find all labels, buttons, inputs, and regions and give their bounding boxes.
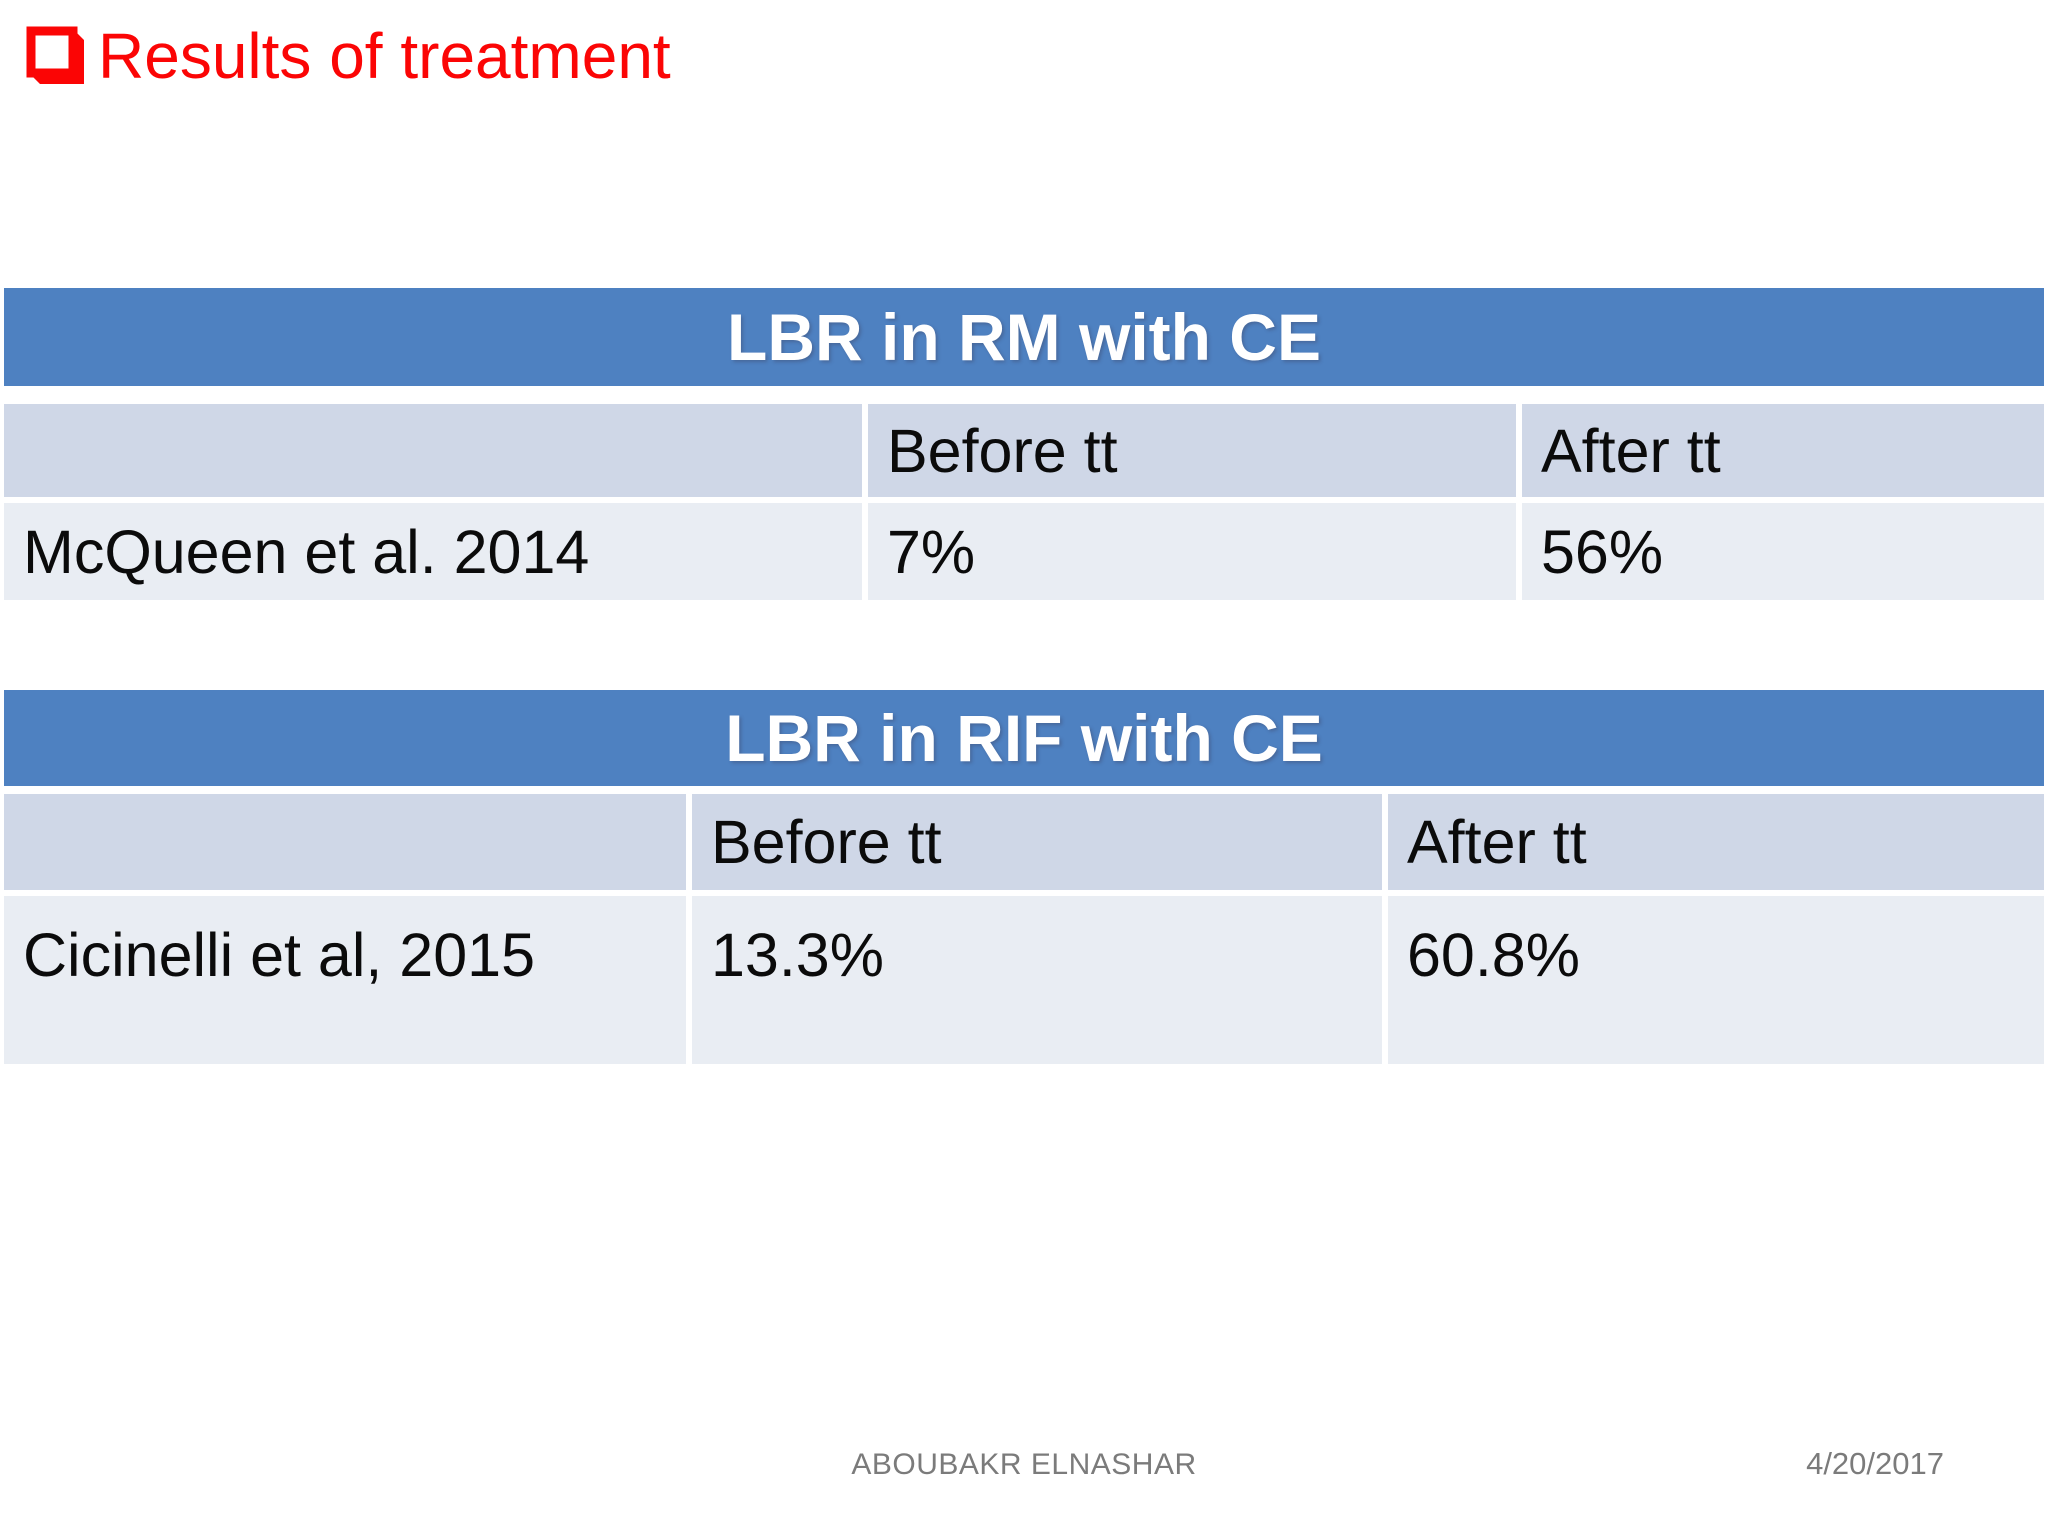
table-lbr-rm-grid: Before tt After tt McQueen et al. 2014 7… [4,404,2044,600]
table-row-before-value: 13.3% [692,896,1382,1064]
table-row-after-value: 60.8% [1388,896,2044,1064]
checkbox-bullet-icon [26,26,84,84]
table-row-after-value: 56% [1522,503,2044,600]
table-row-study: McQueen et al. 2014 [4,503,862,600]
table-lbr-rm-col-header-blank [4,404,862,497]
slide-title-row: Results of treatment [26,22,671,90]
table-lbr-rif-title: LBR in RIF with CE [4,690,2044,786]
table-row-before-value: 7% [868,503,1516,600]
page-title: Results of treatment [98,20,671,92]
table-lbr-rm: LBR in RM with CE Before tt After tt McQ… [4,288,2044,600]
table-row-study: Cicinelli et al, 2015 [4,896,686,1064]
table-lbr-rif-col-header-blank [4,794,686,890]
table-lbr-rif-col-header-after: After tt [1388,794,2044,890]
table-lbr-rif-grid: Before tt After tt Cicinelli et al, 2015… [4,794,2044,1064]
footer-date: 4/20/2017 [1806,1446,1944,1481]
table-lbr-rif-col-header-before: Before tt [692,794,1382,890]
table-lbr-rm-title: LBR in RM with CE [4,288,2044,386]
table-lbr-rm-col-header-before: Before tt [868,404,1516,497]
footer-author: ABOUBAKR ELNASHAR [851,1448,1197,1481]
table-lbr-rm-col-header-after: After tt [1522,404,2044,497]
table-lbr-rif: LBR in RIF with CE Before tt After tt Ci… [4,690,2044,1064]
